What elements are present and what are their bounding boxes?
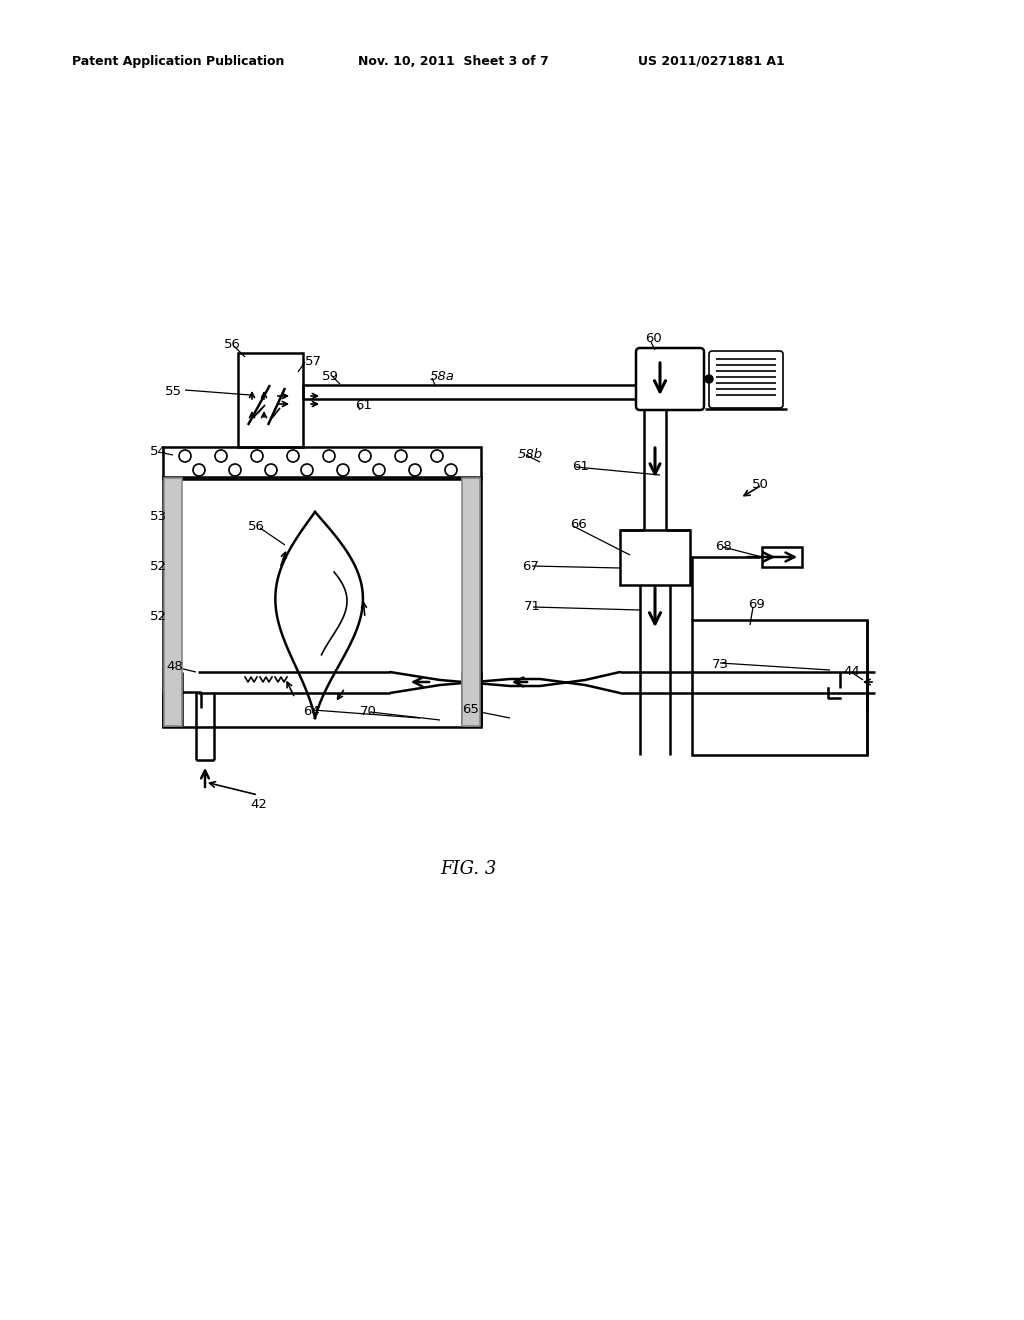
Bar — [163, 477, 481, 727]
Text: 61: 61 — [572, 459, 589, 473]
Bar — [238, 352, 303, 447]
Text: 56: 56 — [248, 520, 265, 533]
Bar — [692, 620, 867, 755]
Text: 50: 50 — [752, 478, 769, 491]
Text: 52: 52 — [150, 610, 167, 623]
Text: 73: 73 — [712, 657, 729, 671]
Text: 60: 60 — [645, 333, 662, 345]
Bar — [620, 531, 690, 585]
Text: 56: 56 — [224, 338, 241, 351]
Text: 59: 59 — [322, 370, 339, 383]
Text: 52: 52 — [150, 560, 167, 573]
Text: 71: 71 — [524, 601, 541, 612]
Text: FIG. 3: FIG. 3 — [440, 861, 497, 878]
Bar — [462, 478, 480, 726]
Text: 58b: 58b — [518, 447, 543, 461]
Text: 64: 64 — [303, 705, 319, 718]
Text: US 2011/0271881 A1: US 2011/0271881 A1 — [638, 55, 784, 69]
Bar — [163, 447, 481, 479]
Text: 48: 48 — [166, 660, 182, 673]
Text: 69: 69 — [748, 598, 765, 611]
Text: 67: 67 — [522, 560, 539, 573]
Text: 65: 65 — [462, 704, 479, 715]
Text: 53: 53 — [150, 510, 167, 523]
Text: 70: 70 — [360, 705, 377, 718]
Text: 66: 66 — [570, 517, 587, 531]
Circle shape — [705, 375, 713, 383]
Text: 44: 44 — [843, 665, 860, 678]
Text: 61: 61 — [355, 399, 372, 412]
Bar — [762, 546, 802, 568]
Text: 58a: 58a — [430, 370, 455, 383]
Text: 68: 68 — [715, 540, 732, 553]
Text: Nov. 10, 2011  Sheet 3 of 7: Nov. 10, 2011 Sheet 3 of 7 — [358, 55, 549, 69]
Text: 57: 57 — [305, 355, 322, 368]
Text: Patent Application Publication: Patent Application Publication — [72, 55, 285, 69]
Text: 55: 55 — [165, 385, 182, 399]
Text: 54: 54 — [150, 445, 167, 458]
Text: 42: 42 — [250, 799, 267, 810]
Bar — [164, 478, 182, 726]
